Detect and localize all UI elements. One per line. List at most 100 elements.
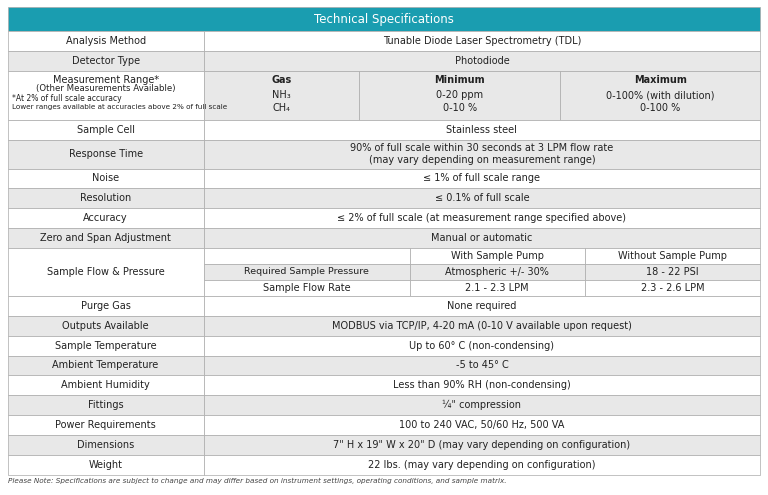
Text: Maximum: Maximum [634, 75, 687, 85]
Text: Up to 60° C (non-condensing): Up to 60° C (non-condensing) [409, 341, 554, 350]
Text: NH₃: NH₃ [272, 90, 291, 100]
FancyBboxPatch shape [204, 296, 760, 316]
Text: Ambient Temperature: Ambient Temperature [52, 360, 159, 370]
FancyBboxPatch shape [8, 455, 204, 475]
FancyBboxPatch shape [8, 336, 204, 355]
Text: Less than 90% RH (non-condensing): Less than 90% RH (non-condensing) [393, 381, 571, 391]
FancyBboxPatch shape [204, 355, 760, 376]
FancyBboxPatch shape [8, 435, 204, 455]
Text: (Other Measurements Available): (Other Measurements Available) [36, 84, 175, 93]
FancyBboxPatch shape [204, 248, 409, 264]
FancyBboxPatch shape [8, 7, 760, 31]
FancyBboxPatch shape [8, 376, 204, 396]
Text: Required Sample Pressure: Required Sample Pressure [244, 267, 369, 277]
Text: Zero and Span Adjustment: Zero and Span Adjustment [40, 233, 171, 244]
Text: Resolution: Resolution [80, 194, 131, 203]
FancyBboxPatch shape [8, 31, 204, 51]
Text: Minimum: Minimum [435, 75, 485, 85]
FancyBboxPatch shape [359, 71, 560, 120]
Text: 90% of full scale within 30 seconds at 3 LPM flow rate
(may vary depending on me: 90% of full scale within 30 seconds at 3… [350, 143, 614, 165]
FancyBboxPatch shape [204, 316, 760, 336]
FancyBboxPatch shape [204, 435, 760, 455]
Text: Sample Cell: Sample Cell [77, 125, 134, 135]
Text: 100 to 240 VAC, 50/60 Hz, 500 VA: 100 to 240 VAC, 50/60 Hz, 500 VA [399, 420, 564, 430]
Text: CH₄: CH₄ [273, 103, 290, 113]
Text: ≤ 1% of full scale range: ≤ 1% of full scale range [423, 173, 541, 184]
Text: 18 - 22 PSI: 18 - 22 PSI [647, 267, 699, 277]
Text: Manual or automatic: Manual or automatic [432, 233, 532, 244]
Text: 0-100 %: 0-100 % [640, 103, 680, 113]
Text: 0-20 ppm: 0-20 ppm [436, 90, 483, 100]
Text: 7" H x 19" W x 20" D (may vary depending on configuration): 7" H x 19" W x 20" D (may vary depending… [333, 440, 631, 450]
Text: Tunable Diode Laser Spectrometry (TDL): Tunable Diode Laser Spectrometry (TDL) [382, 36, 581, 46]
FancyBboxPatch shape [8, 415, 204, 435]
FancyBboxPatch shape [204, 415, 760, 435]
FancyBboxPatch shape [8, 120, 204, 140]
FancyBboxPatch shape [204, 208, 760, 228]
Text: Atmospheric +/- 30%: Atmospheric +/- 30% [445, 267, 549, 277]
Text: ¼" compression: ¼" compression [442, 400, 521, 410]
Text: 2.3 - 2.6 LPM: 2.3 - 2.6 LPM [641, 283, 704, 293]
FancyBboxPatch shape [585, 280, 760, 296]
Text: MODBUS via TCP/IP, 4-20 mA (0-10 V available upon request): MODBUS via TCP/IP, 4-20 mA (0-10 V avail… [332, 321, 632, 331]
FancyBboxPatch shape [8, 140, 204, 168]
FancyBboxPatch shape [585, 248, 760, 264]
Text: 0-100% (with dilution): 0-100% (with dilution) [606, 90, 714, 100]
Text: 2.1 - 2.3 LPM: 2.1 - 2.3 LPM [465, 283, 529, 293]
Text: Sample Flow & Pressure: Sample Flow & Pressure [47, 267, 164, 277]
Text: ≤ 0.1% of full scale: ≤ 0.1% of full scale [435, 194, 529, 203]
FancyBboxPatch shape [8, 51, 204, 71]
Text: ≤ 2% of full scale (at measurement range specified above): ≤ 2% of full scale (at measurement range… [337, 213, 627, 223]
Text: 0-10 %: 0-10 % [442, 103, 477, 113]
Text: Measurement Range*: Measurement Range* [52, 75, 159, 85]
FancyBboxPatch shape [204, 120, 760, 140]
Text: Gas: Gas [271, 75, 292, 85]
FancyBboxPatch shape [8, 168, 204, 189]
Text: Analysis Method: Analysis Method [65, 36, 146, 46]
Text: 22 lbs. (may vary depending on configuration): 22 lbs. (may vary depending on configura… [368, 460, 596, 470]
Text: Stainless steel: Stainless steel [446, 125, 518, 135]
Text: Noise: Noise [92, 173, 119, 184]
FancyBboxPatch shape [204, 396, 760, 415]
FancyBboxPatch shape [8, 189, 204, 208]
Text: Fittings: Fittings [88, 400, 124, 410]
FancyBboxPatch shape [204, 189, 760, 208]
FancyBboxPatch shape [204, 280, 409, 296]
FancyBboxPatch shape [8, 228, 204, 248]
FancyBboxPatch shape [8, 248, 204, 296]
Text: Outputs Available: Outputs Available [62, 321, 149, 331]
Text: Please Note: Specifications are subject to change and may differ based on instru: Please Note: Specifications are subject … [8, 478, 506, 484]
FancyBboxPatch shape [585, 264, 760, 280]
FancyBboxPatch shape [8, 355, 204, 376]
Text: Weight: Weight [88, 460, 123, 470]
Text: Power Requirements: Power Requirements [55, 420, 156, 430]
Text: Sample Flow Rate: Sample Flow Rate [263, 283, 350, 293]
Text: Purge Gas: Purge Gas [81, 300, 131, 311]
FancyBboxPatch shape [204, 228, 760, 248]
FancyBboxPatch shape [409, 264, 585, 280]
FancyBboxPatch shape [409, 248, 585, 264]
Text: None required: None required [447, 300, 517, 311]
FancyBboxPatch shape [204, 376, 760, 396]
Text: Technical Specifications: Technical Specifications [314, 13, 454, 26]
Text: Photodiode: Photodiode [455, 56, 509, 66]
FancyBboxPatch shape [204, 455, 760, 475]
Text: With Sample Pump: With Sample Pump [451, 251, 544, 261]
Text: Detector Type: Detector Type [71, 56, 140, 66]
FancyBboxPatch shape [560, 71, 760, 120]
Text: Sample Temperature: Sample Temperature [55, 341, 157, 350]
FancyBboxPatch shape [204, 31, 760, 51]
FancyBboxPatch shape [8, 316, 204, 336]
Text: Response Time: Response Time [68, 149, 143, 159]
FancyBboxPatch shape [8, 71, 204, 120]
Text: Lower ranges available at accuracies above 2% of full scale: Lower ranges available at accuracies abo… [12, 104, 227, 110]
FancyBboxPatch shape [8, 296, 204, 316]
FancyBboxPatch shape [8, 396, 204, 415]
Text: Without Sample Pump: Without Sample Pump [618, 251, 727, 261]
FancyBboxPatch shape [204, 168, 760, 189]
FancyBboxPatch shape [204, 264, 409, 280]
FancyBboxPatch shape [204, 336, 760, 355]
FancyBboxPatch shape [204, 71, 359, 120]
Text: *At 2% of full scale accuracy: *At 2% of full scale accuracy [12, 94, 121, 102]
FancyBboxPatch shape [8, 208, 204, 228]
